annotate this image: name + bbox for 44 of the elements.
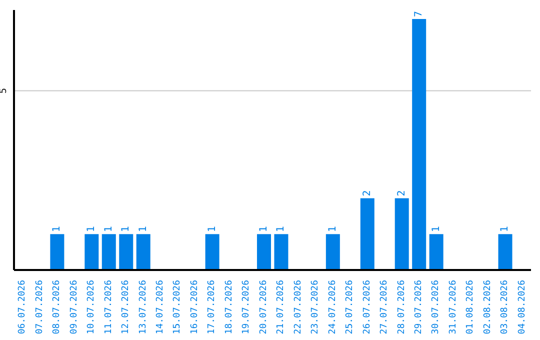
x-tick-label: 21.07.2026 — [276, 280, 286, 334]
x-tick-label: 15.07.2026 — [172, 280, 183, 334]
x-tick-label: 24.07.2026 — [328, 280, 338, 334]
x-tick-label: 11.07.2026 — [104, 280, 114, 334]
x-tick-label: 08.07.2026 — [52, 280, 62, 334]
data-label: 1 — [500, 226, 511, 232]
x-tick-label: 06.07.2026 — [18, 280, 28, 334]
x-tick-label: 20.07.2026 — [258, 280, 269, 334]
x-tick-label: 07.07.2026 — [34, 280, 45, 334]
x-tick-label: 13.07.2026 — [138, 280, 148, 334]
x-tick-label: 31.07.2026 — [448, 280, 458, 334]
x-tick-label: 17.07.2026 — [207, 280, 218, 334]
x-tick-label: 03.08.2026 — [500, 280, 510, 334]
x-tick-label: 23.07.2026 — [310, 280, 321, 334]
data-label: 1 — [206, 226, 218, 232]
x-tick-label: 27.07.2026 — [380, 280, 390, 334]
x-tick-label: 02.08.2026 — [482, 280, 493, 334]
data-label: 1 — [86, 226, 98, 232]
x-tick-label: 10.07.2026 — [86, 280, 97, 334]
x-tick-label: 28.07.2026 — [396, 280, 407, 334]
x-tick-label: 04.08.2026 — [517, 280, 528, 334]
x-tick-label: 29.07.2026 — [414, 280, 424, 334]
x-tick-label: 12.07.2026 — [121, 280, 132, 334]
data-label: 2 — [362, 190, 373, 196]
x-tick-label: 01.08.2026 — [466, 280, 476, 334]
data-label: 1 — [327, 226, 338, 232]
data-label: 1 — [276, 226, 287, 232]
x-tick-label: 16.07.2026 — [190, 280, 200, 334]
data-label: 7 — [414, 10, 425, 17]
x-tick-label: 09.07.2026 — [69, 280, 80, 334]
data-label: 1 — [103, 226, 114, 232]
x-tick-label: 30.07.2026 — [431, 280, 442, 334]
x-tick-label: 14.07.2026 — [155, 280, 166, 334]
data-label: 1 — [138, 226, 149, 232]
data-label: 1 — [52, 226, 63, 232]
x-tick-label: 26.07.2026 — [362, 280, 372, 334]
data-label: 2 — [396, 190, 408, 196]
data-label: 1 — [120, 226, 132, 232]
x-tick-label: 22.07.2026 — [293, 280, 304, 334]
x-tick-label: 18.07.2026 — [224, 280, 234, 334]
data-label: 1 — [258, 226, 270, 232]
x-tick-label: 25.07.2026 — [345, 280, 356, 334]
data-label: 1 — [430, 226, 442, 232]
x-tick-label: 19.07.2026 — [242, 280, 252, 334]
